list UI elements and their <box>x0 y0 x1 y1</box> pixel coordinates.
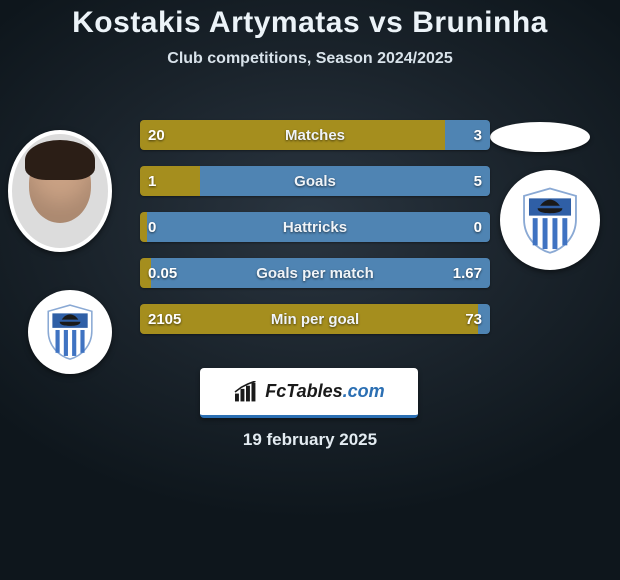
stat-label: Min per goal <box>140 304 490 334</box>
stat-label: Hattricks <box>140 212 490 242</box>
stats-bars: 203Matches 15Goals 00Hattricks 0.051.67Goal… <box>140 120 490 350</box>
bar-chart-icon <box>233 381 259 403</box>
player-left-avatar <box>8 130 112 252</box>
date-text: 19 february 2025 <box>0 430 620 450</box>
stat-row: 15Goals <box>140 166 490 196</box>
stat-row: 00Hattricks <box>140 212 490 242</box>
player-right-avatar <box>490 122 590 152</box>
avatar-hair <box>25 140 95 180</box>
shield-icon <box>44 303 96 360</box>
comparison-card: Kostakis Artymatas vs Bruninha Club comp… <box>0 0 620 580</box>
stat-row: 203Matches <box>140 120 490 150</box>
stat-row: 0.051.67Goals per match <box>140 258 490 288</box>
fctables-logo: FcTables.com <box>200 368 418 418</box>
club-badge-left <box>28 290 112 374</box>
stat-row: 210573Min per goal <box>140 304 490 334</box>
stat-label: Goals per match <box>140 258 490 288</box>
logo-text: FcTables.com <box>265 381 384 402</box>
subtitle: Club competitions, Season 2024/2025 <box>0 50 620 68</box>
page-title: Kostakis Artymatas vs Bruninha <box>0 0 620 40</box>
logo-text-suffix: .com <box>343 381 385 401</box>
logo-text-main: FcTables <box>265 381 342 401</box>
stat-label: Goals <box>140 166 490 196</box>
stat-label: Matches <box>140 120 490 150</box>
shield-icon <box>519 186 581 254</box>
club-badge-right <box>500 170 600 270</box>
